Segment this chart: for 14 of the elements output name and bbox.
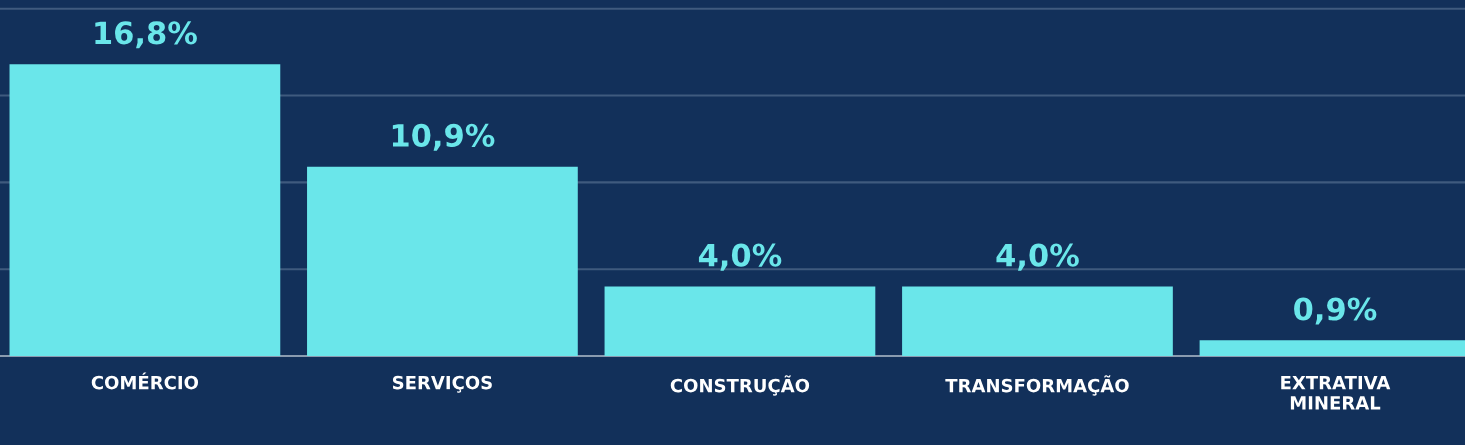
data-label: 0,9% <box>1294 297 1377 325</box>
data-label: 4,0% <box>698 243 782 271</box>
x-tick-label: TRANSFORMAÇÃO <box>945 375 1129 396</box>
x-tick-label: CONSTRUÇÃO <box>670 375 810 396</box>
data-label: 10,9% <box>392 123 495 151</box>
bar <box>902 286 1173 356</box>
x-tick-label: SERVIÇOS <box>392 375 492 393</box>
bar <box>604 286 876 356</box>
x-tick-label: COMÉRCIO <box>91 372 199 390</box>
x-tick-label: EXTRATIVA MINERAL <box>1281 376 1391 410</box>
data-label: 16,8% <box>95 21 197 49</box>
data-label: 4,0% <box>996 243 1079 271</box>
bar <box>9 64 281 356</box>
bar <box>307 166 578 356</box>
